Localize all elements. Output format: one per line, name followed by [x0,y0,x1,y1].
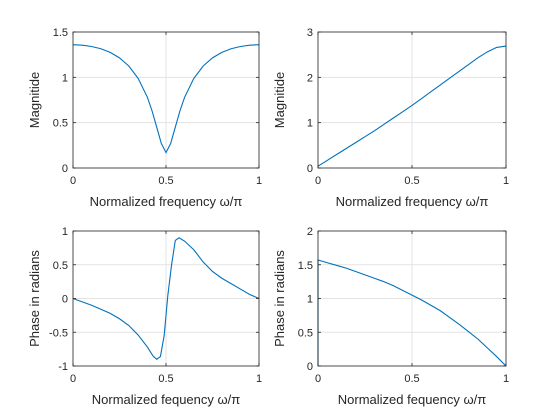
x-axis-label: Normalized fequency ω/π [338,392,486,407]
x-tick-label: 0.5 [404,373,419,385]
y-tick-label: 1.5 [298,260,313,272]
subplot-bottom-right: 0 0.5 1 0 0.5 1 1.5 2 Normalized fequency ω/π Pha… [272,226,509,407]
subplot-bottom-left: 0 0.5 1 -1 -0.5 0 0.5 1 Normalized fequency ω/π P… [27,226,262,407]
y-tick-label: 1 [307,118,313,130]
y-tick-label: 0 [62,163,68,175]
subplot-top-left: 0 0.5 1 0 0.5 1 1.5 Normalized frequency ω/π Mag… [27,27,262,209]
x-tick-label: 0 [315,175,321,187]
y-tick-label: 0.5 [53,260,68,272]
y-tick-label: -0.5 [49,327,68,339]
x-tick-label: 1 [503,373,509,385]
x-tick-label: 0 [70,175,76,187]
x-axis-label: Normalized fequency ω/π [92,392,240,407]
y-tick-label: 1 [307,294,313,306]
series-line [317,259,507,367]
y-tick-label: 0.5 [298,327,313,339]
x-tick-label: 1 [256,373,262,385]
series-line [72,237,260,360]
y-tick-label: 1.5 [53,27,68,39]
y-tick-label: 0 [307,361,313,373]
x-tick-label: 0.5 [158,373,173,385]
x-tick-label: 0 [70,373,76,385]
x-tick-label: 0.5 [158,175,173,187]
y-tick-label: 0.5 [53,118,68,130]
series-line [317,45,507,167]
y-tick-label: 0 [307,163,313,175]
y-axis-label: Phase in radians [27,250,42,347]
x-tick-label: 0.5 [404,175,419,187]
y-axis-label: Phase in radians [272,250,287,347]
y-tick-label: 1 [62,226,68,238]
x-axis-label: Normalized frequency ω/π [336,194,489,209]
y-tick-label: 2 [307,226,313,238]
y-axis-label: Magnitide [272,72,287,128]
y-tick-label: 2 [307,72,313,84]
x-tick-label: 0 [315,373,321,385]
series-line [72,44,260,154]
x-tick-label: 1 [503,175,509,187]
x-tick-label: 1 [256,175,262,187]
x-axis-label: Normalized frequency ω/π [90,194,243,209]
y-tick-label: -1 [58,361,68,373]
y-tick-label: 0 [62,294,68,306]
y-tick-label: 1 [62,72,68,84]
subplot-top-right: 0 0.5 1 0 1 2 3 Normalized frequency ω/π Magniti… [272,27,509,209]
y-tick-label: 3 [307,27,313,39]
y-axis-label: Magnitide [27,72,42,128]
